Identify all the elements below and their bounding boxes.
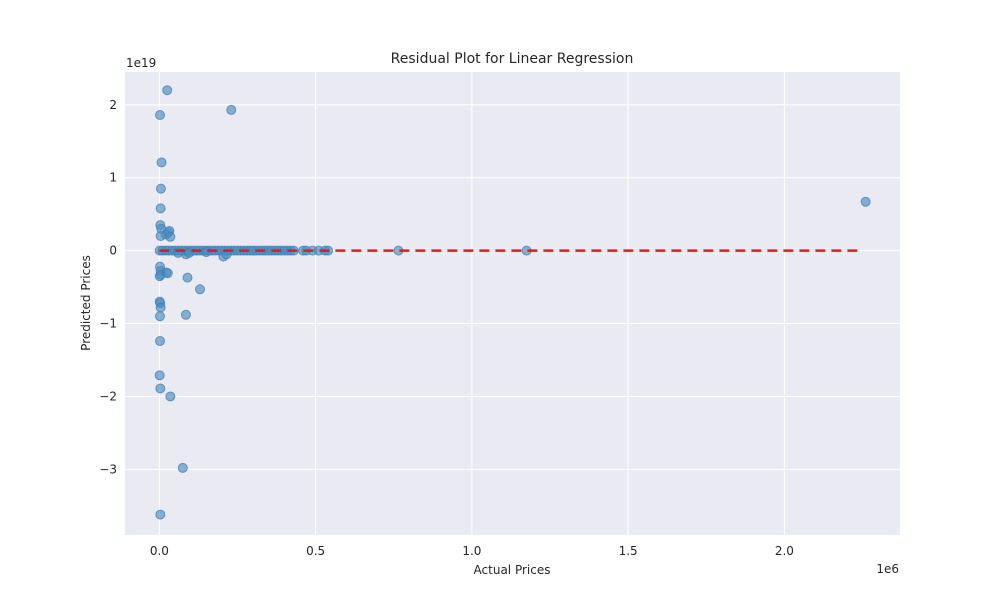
data-point [162,268,173,279]
data-point [154,370,165,381]
x-offset-label: 1e6 [876,562,899,576]
x-tick-label: 2.0 [775,544,794,558]
data-point [155,509,166,520]
x-tick-label: 0.0 [150,544,169,558]
data-point [165,231,176,242]
chart-title: Residual Plot for Linear Regression [391,51,634,67]
data-point [155,383,166,394]
data-point [155,302,166,313]
data-point [226,104,237,115]
y-offset-label: 1e19 [126,56,156,70]
data-point [155,203,166,214]
y-tick-label: 1 [109,171,117,185]
data-point [155,336,165,347]
data-point [162,85,173,96]
x-axis-label: Actual Prices [474,563,551,577]
data-point [155,183,166,194]
data-point [184,247,195,258]
y-tick-label: −1 [99,317,117,331]
y-tick-label: −2 [99,389,117,403]
data-point [177,462,188,473]
data-point [860,196,871,207]
data-point [155,110,165,121]
data-point [155,311,165,322]
x-tick-label: 1.0 [462,544,481,558]
data-point [195,284,205,295]
data-point [182,272,193,283]
x-tick-label: 1.5 [619,544,638,558]
data-point [201,247,212,258]
y-axis-label: Predicted Prices [79,255,93,351]
data-point [165,391,176,402]
y-tick-label: 2 [109,98,117,112]
plot-area [125,72,900,535]
x-tick-label: 0.5 [306,544,325,558]
data-point [180,309,191,320]
data-point [156,157,167,168]
tick-label-layer: 0.0 0.5 1.0 1.5 2.0 −3 −2 −1 0 1 2 [99,98,794,558]
y-tick-label: −3 [99,462,117,476]
y-tick-label: 0 [109,244,117,258]
